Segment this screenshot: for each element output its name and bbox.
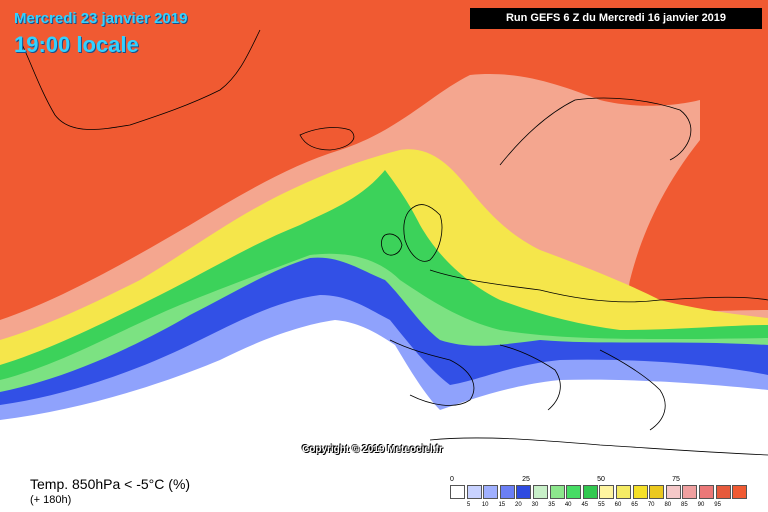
scale-minor-label: 95 (714, 502, 721, 508)
scale-minor-label: 80 (664, 502, 672, 508)
forecast-date: Mercredi 23 janvier 2019 (14, 10, 188, 27)
legend-title: Temp. 850hPa < -5°C (%) (30, 476, 191, 492)
scale-minor-label: 30 (531, 502, 539, 508)
scale-swatch (483, 485, 499, 499)
scale-swatch (665, 485, 681, 499)
legend-subtitle: (+ 180h) (30, 494, 72, 506)
run-info: Run GEFS 6 Z du Mercredi 16 janvier 2019 (470, 8, 762, 29)
scale-minor-label: 5 (466, 502, 471, 508)
scale-swatch (582, 485, 598, 499)
scale-swatch (715, 485, 731, 499)
scale-swatch (566, 485, 582, 499)
scale-minor-label: 70 (647, 502, 655, 508)
scale-minor-label: 45 (581, 502, 589, 508)
copyright-text: Copyright © 2019 Meteociel.fr (302, 444, 443, 455)
scale-swatch (632, 485, 648, 499)
scale-label-0: 0 (450, 476, 454, 483)
scale-swatch (533, 485, 548, 499)
scale-minor-label: 55 (598, 502, 605, 508)
scale-minor-label: 65 (631, 502, 638, 508)
scale-minor-label: 15 (498, 502, 506, 508)
forecast-time: 19:00 locale (14, 32, 139, 57)
scale-label-50: 50 (597, 476, 605, 483)
scale-swatch (699, 485, 714, 499)
scale-minor-label: 60 (614, 502, 622, 508)
scale-swatch (682, 485, 698, 499)
scale-label-25: 25 (522, 476, 530, 483)
scale-minor-label: 85 (681, 502, 688, 508)
scale-swatch (732, 485, 748, 499)
scale-swatch (616, 485, 631, 499)
scale-minor-label: 20 (515, 502, 522, 508)
coastlines (19, 29, 768, 456)
scale-swatch (599, 485, 615, 499)
scale-label-75: 75 (672, 476, 680, 483)
scale-minor-label: 40 (564, 502, 572, 508)
scale-swatch (649, 485, 665, 499)
color-scale: 0 25 50 75 5 10 15 20 30 35 40 45 55 60 65 70 80 85 90… (450, 476, 754, 510)
probability-map (0, 0, 768, 470)
scale-swatch (466, 485, 482, 499)
scale-minor-label: 35 (548, 502, 555, 508)
scale-swatch (516, 485, 532, 499)
scale-swatch (499, 485, 515, 499)
scale-swatch (549, 485, 565, 499)
scale-minor-label: 10 (481, 502, 489, 508)
probability-field-zero (0, 320, 768, 470)
scale-minor-label: 90 (697, 502, 705, 508)
scale-swatch (450, 485, 465, 499)
